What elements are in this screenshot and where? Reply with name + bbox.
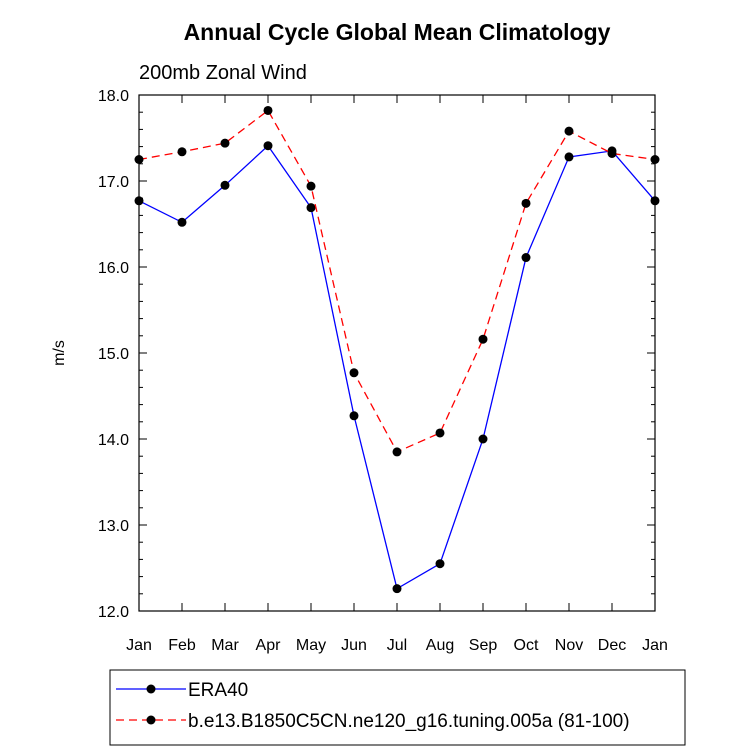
data-point (306, 181, 316, 191)
legend-marker (146, 684, 156, 694)
data-point (134, 155, 144, 164)
y-tick-label: 15.0 (98, 346, 129, 363)
y-tick-label: 16.0 (98, 260, 129, 277)
data-point (220, 138, 230, 148)
x-tick-label: Jan (642, 637, 668, 654)
data-point (392, 447, 402, 457)
data-point (435, 559, 445, 569)
data-point (564, 152, 574, 162)
y-tick-label: 14.0 (98, 432, 129, 449)
data-point (650, 196, 660, 206)
x-tick-label: Dec (598, 637, 626, 654)
data-point (349, 368, 359, 378)
series-layer (134, 105, 660, 594)
y-tick-label: 18.0 (98, 88, 129, 105)
y-tick-label: 12.0 (98, 604, 129, 621)
y-axis-label: m/s (51, 340, 68, 366)
data-point (521, 198, 531, 208)
data-point (220, 180, 230, 190)
chart-subtitle: 200mb Zonal Wind (139, 62, 307, 84)
series-line (138, 144, 656, 590)
x-tick-label: May (296, 637, 326, 654)
legend-marker (146, 715, 156, 725)
y-tick-label: 17.0 (98, 174, 129, 191)
series-2 (134, 105, 660, 457)
axes: 12.0 13.0 14.0 15.0 16.0 17.0 18.0 Jan Feb Mar Apr… (98, 88, 668, 654)
data-point (650, 155, 660, 164)
data-point (478, 434, 488, 444)
data-point (134, 196, 144, 206)
y-tick-label: 13.0 (98, 518, 129, 535)
data-point (177, 147, 187, 157)
legend-box (109, 669, 686, 746)
data-point (392, 584, 402, 594)
legend: ERA40 b.e13.B1850C5CN.ne120_g16.tuning.00… (109, 669, 686, 746)
x-tick-label: Feb (168, 637, 196, 654)
data-point (263, 105, 273, 115)
legend-label: ERA40 (188, 680, 248, 701)
x-tick-label: Sep (469, 637, 498, 654)
data-point (521, 253, 531, 263)
x-tick-label: Apr (256, 637, 282, 654)
data-point (478, 334, 488, 344)
x-tick-label: Oct (514, 637, 539, 654)
data-point (607, 148, 617, 158)
data-point (564, 126, 574, 136)
x-tick-label: Nov (555, 637, 583, 654)
data-point (177, 217, 187, 227)
series-line (138, 109, 656, 453)
data-point (263, 141, 273, 151)
x-tick-label: Jun (341, 637, 367, 654)
x-tick-label: Jul (387, 637, 407, 654)
data-point (306, 203, 316, 213)
legend-label: b.e13.B1850C5CN.ne120_g16.tuning.005a (8… (188, 711, 630, 732)
data-point (435, 428, 445, 438)
x-tick-label: Jan (126, 637, 152, 654)
plot-frame (138, 94, 656, 612)
data-point (349, 411, 359, 421)
x-tick-label: Aug (426, 637, 454, 654)
series-1 (134, 141, 660, 594)
chart-title: Annual Cycle Global Mean Climatology (184, 19, 611, 45)
x-tick-label: Mar (211, 637, 239, 654)
